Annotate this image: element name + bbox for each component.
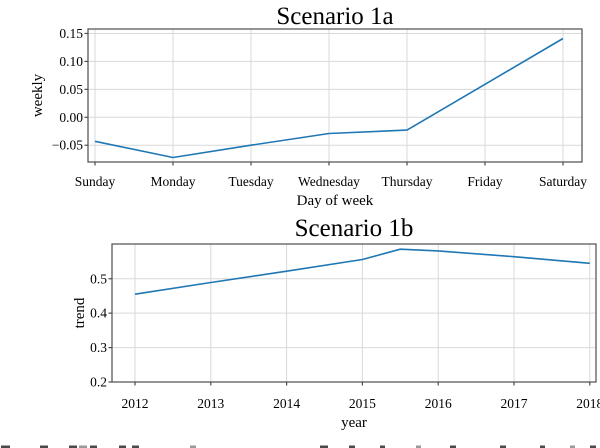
cropped-caption-fragments	[1, 445, 596, 448]
y-tick-label: 0.10	[59, 54, 83, 69]
x-tick-label: Wednesday	[298, 174, 360, 189]
y-tick-label: 0.2	[90, 375, 107, 390]
y-tick-label: 0.00	[59, 110, 83, 125]
x-tick-label: 2012	[122, 396, 149, 411]
gridlines	[112, 244, 596, 383]
x-axis-label-day-of-week: Day of week	[297, 193, 374, 209]
y-tick-label: 0.4	[90, 306, 107, 321]
chart-scenario-1a-title: Scenario 1a	[276, 3, 393, 30]
data-line	[94, 37, 564, 159]
y-tick-label: −0.05	[52, 138, 83, 153]
x-tick-label: Saturday	[539, 174, 587, 189]
x-tick-label: Friday	[467, 174, 502, 189]
chart-scenario-1b-title: Scenario 1b	[295, 215, 414, 242]
x-tick-label: Sunday	[75, 174, 116, 189]
x-tick-label: 2016	[425, 396, 452, 411]
x-tick-label: 2013	[197, 396, 224, 411]
x-tick-label: 2017	[501, 396, 528, 411]
plot-border	[87, 28, 583, 163]
y-tick-label: 0.3	[90, 340, 107, 355]
chart-scenario-1b-plot: 2012 2013 2014 2015 2016 2017 2018 0.5 0.4 0.3 0.2	[90, 243, 600, 411]
y-tick-label: 0.5	[90, 271, 107, 286]
x-tick-label: Tuesday	[228, 174, 274, 189]
x-tick-label: 2014	[273, 396, 300, 411]
x-axis-label-year: year	[341, 415, 367, 431]
y-axis-label-trend: trend	[72, 297, 88, 328]
x-tick-label: Thursday	[382, 174, 433, 189]
y-tick-label: 0.05	[59, 82, 83, 97]
tick-marks	[84, 32, 564, 166]
x-tick-label: Monday	[151, 174, 196, 189]
data-line	[134, 248, 590, 295]
x-tick-label: 2015	[349, 396, 376, 411]
x-tick-label: 2018	[576, 396, 600, 411]
y-axis-label-weekly: weekly	[30, 73, 46, 117]
tick-marks	[108, 278, 591, 386]
y-tick-label: 0.15	[59, 26, 83, 41]
chart-scenario-1a-plot: Sunday Monday Tuesday Wednesday Thursday Frid…	[52, 26, 587, 189]
gridlines	[88, 29, 582, 162]
